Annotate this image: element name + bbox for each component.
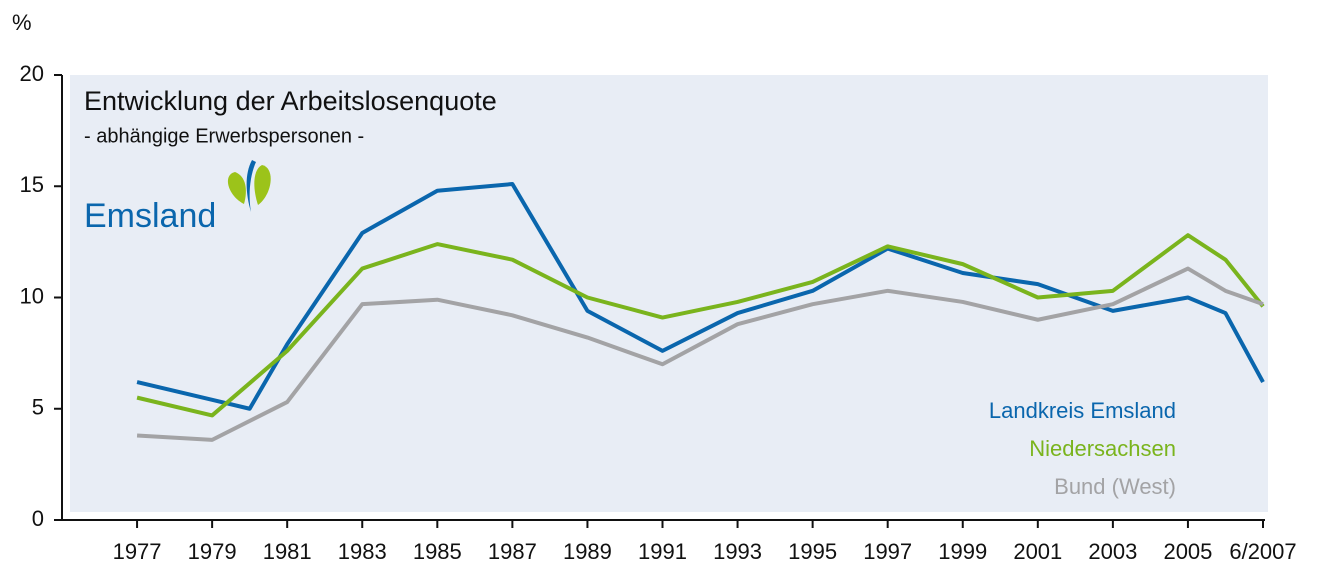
x-tick-label: 1981 [263,539,312,564]
x-tick-label: 1983 [338,539,387,564]
logo-leaf [254,165,271,205]
series-line [136,266,1264,442]
x-tick-label: 1987 [488,539,537,564]
x-tick-label: 1999 [938,539,987,564]
logo-leaf [227,172,246,204]
x-tick-label: 1985 [413,539,462,564]
chart-subtitle: - abhängige Erwerbspersonen - [84,125,364,147]
x-tick-label: 1977 [113,539,162,564]
x-tick-label: 1993 [713,539,762,564]
x-tick-label: 2003 [1088,539,1137,564]
x-tick-label: 1997 [863,539,912,564]
series-line [136,233,1265,418]
x-tick-label: 1995 [788,539,837,564]
x-tick-label: 1989 [563,539,612,564]
y-tick-label: 15 [20,172,44,197]
legend-label: Bund (West) [1054,474,1176,499]
logo: Emsland [84,160,271,235]
y-tick-label: 5 [32,395,44,420]
x-tick-label: 6/2007 [1229,539,1296,564]
legend-label: Niedersachsen [1029,436,1176,461]
y-tick-label: 20 [20,61,44,86]
y-tick-label: 10 [20,283,44,308]
x-tick-label: 1979 [188,539,237,564]
logo-swoosh [246,160,256,212]
y-axis-label: % [12,10,32,35]
x-tick-label: 2005 [1163,539,1212,564]
y-tick-label: 0 [32,506,44,531]
chart-title: Entwicklung der Arbeitslosenquote [84,86,497,116]
x-tick-label: 1991 [638,539,687,564]
legend-label: Landkreis Emsland [989,398,1176,423]
x-tick-label: 2001 [1013,539,1062,564]
logo-text: Emsland [84,197,216,235]
